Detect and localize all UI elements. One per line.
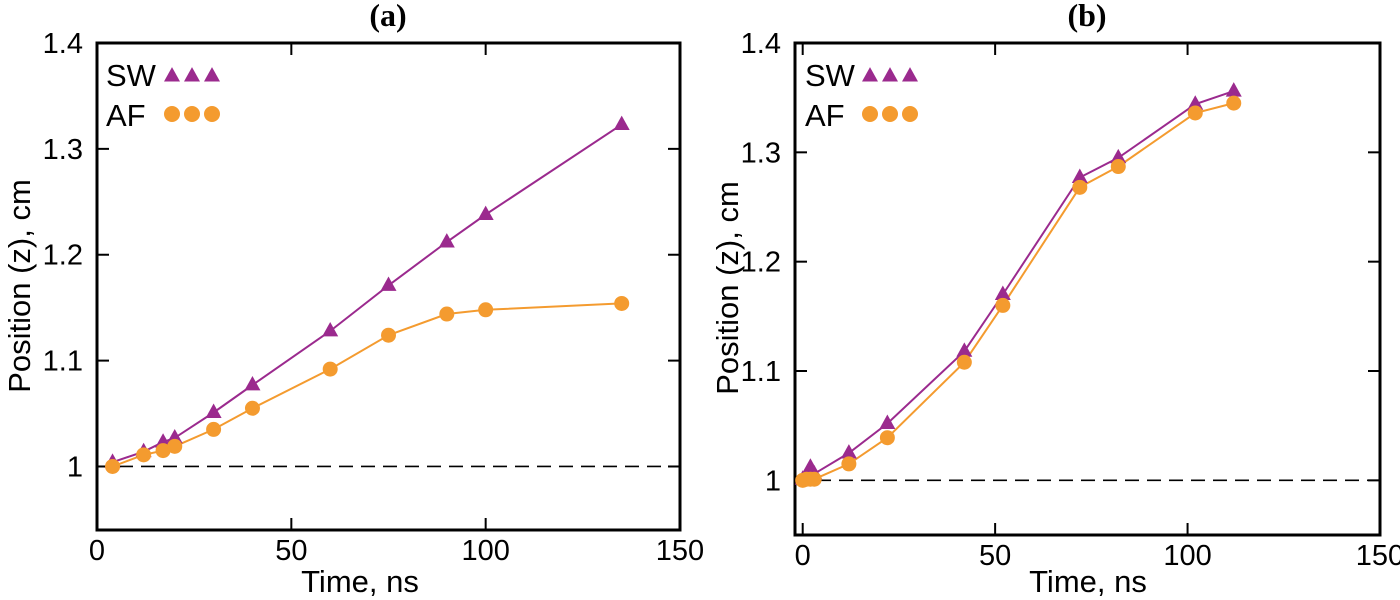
y-tick-label: 1.1 [43, 346, 83, 378]
legend-marker-sw [184, 67, 200, 82]
data-point-sw [155, 433, 172, 448]
data-point-sw [380, 276, 397, 291]
x-tick-label: 0 [89, 535, 105, 567]
y-tick-label: 1.4 [43, 28, 83, 60]
panel-label: (b) [1067, 0, 1106, 33]
y-tick-label: 1 [765, 465, 781, 497]
legend-marker-sw [882, 67, 898, 82]
legend-marker-af [164, 106, 180, 122]
y-tick-label: 1.2 [741, 247, 781, 279]
data-point-af [995, 297, 1011, 313]
x-axis-label: Time, ns [301, 564, 419, 599]
data-point-af [322, 361, 338, 377]
ticks: 0 50 100 150 1 1.1 1.2 1.3 1.4 [43, 28, 705, 567]
data-point-sw [956, 342, 973, 357]
x-tick-label: 0 [795, 540, 811, 572]
y-tick-label: 1.4 [741, 28, 781, 60]
legend-label-sw: SW [106, 58, 157, 93]
y-tick-label: 1.3 [43, 134, 83, 166]
series-line-af [112, 302, 622, 468]
plot-frame [95, 41, 682, 532]
data-point-af [956, 354, 972, 370]
data-point-sw [205, 403, 222, 418]
legend-marker-sw [862, 67, 878, 82]
chart-panel-a: (a) 0 50 100 150 1 1.1 1.2 1.3 1.4 Time, ns Posi… [2, 0, 704, 599]
plot-frame [793, 41, 1382, 537]
data-point-sw [613, 115, 630, 130]
y-tick-label: 1.3 [741, 137, 781, 169]
x-axis-label: Time, ns [1029, 564, 1147, 599]
data-point-af [1226, 95, 1242, 111]
data-point-sw [166, 428, 183, 444]
data-point-sw [438, 233, 455, 248]
x-tick-label: 50 [979, 540, 1011, 572]
y-tick-label: 1.2 [43, 240, 83, 272]
data-point-sw [1187, 95, 1204, 110]
series-line-sw [112, 123, 623, 464]
data-point-af [381, 327, 396, 343]
data-point-sw [244, 376, 261, 391]
data-point-af [1187, 105, 1203, 121]
y-axis-label: Position (z), cm [2, 179, 37, 393]
data-point-af [167, 438, 183, 454]
x-tick-label: 50 [275, 535, 307, 567]
data-point-af [841, 456, 857, 472]
data-point-af [478, 302, 494, 318]
series-lines [802, 90, 1235, 482]
legend-marker-af [862, 106, 878, 122]
y-tick-label: 1.1 [741, 356, 781, 388]
data-point-sw [1225, 82, 1242, 97]
panel-label: (a) [369, 0, 406, 33]
series-lines [112, 123, 623, 468]
data-point-af [1110, 159, 1126, 175]
legend-markers [862, 67, 918, 122]
data-point-af [105, 458, 121, 474]
data-point-af [1072, 179, 1088, 195]
legend-marker-af [204, 106, 220, 122]
data-point-sw [879, 414, 896, 429]
series-line-sw [802, 90, 1235, 481]
legend-marker-af [184, 106, 200, 122]
series-markers [104, 115, 630, 474]
legend-markers [164, 67, 220, 122]
data-point-af [136, 447, 152, 463]
x-tick-label: 100 [1163, 540, 1211, 572]
series-line-af [802, 102, 1235, 482]
legend-marker-af [902, 106, 918, 122]
data-point-af [439, 306, 455, 322]
x-tick-label: 150 [656, 535, 704, 567]
data-point-sw [477, 205, 494, 220]
legend: SW AF [805, 58, 918, 133]
legend-marker-sw [164, 67, 180, 82]
ticks: 0 50 100 150 1 1.1 1.2 1.3 1.4 [741, 28, 1400, 572]
chart-panel-b: (b) 0 50 100 150 1 1.1 1.2 1.3 1.4 Time, ns Posi… [710, 0, 1400, 599]
legend-marker-sw [902, 67, 918, 82]
data-point-sw [1071, 168, 1088, 183]
data-point-af [206, 421, 222, 437]
data-point-af [244, 400, 260, 416]
y-tick-label: 1 [67, 451, 83, 483]
data-point-af [879, 430, 895, 446]
data-point-af [806, 471, 822, 487]
data-point-af [155, 443, 171, 459]
y-axis-label: Position (z), cm [710, 181, 745, 395]
x-tick-label: 100 [461, 535, 509, 567]
x-tick-label: 150 [1356, 540, 1400, 572]
data-point-sw [1110, 148, 1127, 164]
legend-marker-af [882, 106, 898, 122]
data-point-sw [994, 285, 1011, 300]
data-point-af [614, 295, 630, 311]
legend-marker-sw [204, 67, 220, 82]
legend-label-af: AF [805, 98, 845, 133]
legend: SW AF [106, 58, 220, 133]
legend-label-af: AF [106, 98, 146, 133]
data-point-sw [840, 444, 857, 459]
legend-label-sw: SW [805, 58, 856, 93]
series-markers [794, 82, 1242, 488]
data-point-sw [322, 322, 339, 337]
